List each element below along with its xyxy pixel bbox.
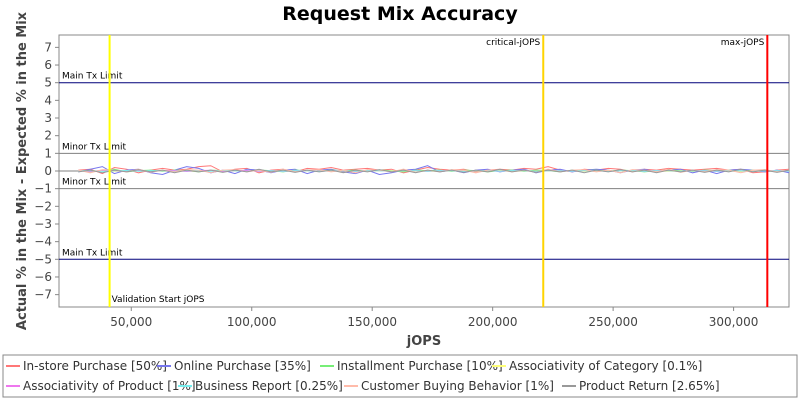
limit-line-label: Main Tx Limit: [62, 72, 123, 82]
y-tick-label: 1: [44, 146, 52, 160]
x-tick-label: 50,000: [110, 315, 152, 329]
legend-entry-label: Installment Purchase [10%]: [337, 359, 503, 373]
y-tick-label: −5: [34, 252, 52, 266]
y-tick-label: −4: [34, 235, 52, 249]
vertical-markers: Validation Start jOPS critical-jOPS max-jO…: [108, 35, 769, 307]
y-axis-label: Actual % in the Mix - Expected % in the …: [15, 11, 30, 330]
legend-entry-label: Online Purchase [35%]: [174, 359, 311, 373]
x-tick-label: 300,000: [709, 315, 759, 329]
limit-line-label: Minor Tx Limit: [62, 178, 127, 188]
legend-entry-label: Associativity of Product [1%]: [23, 379, 196, 393]
y-tick-label: 3: [44, 111, 52, 125]
y-tick-label: 7: [44, 40, 52, 54]
x-tick-label: 100,000: [227, 315, 277, 329]
y-axis-ticks: 7 6 5 4 3 2 1 0 −1 −2 −3 −4 −5 −6 −7: [34, 40, 59, 302]
y-tick-label: −1: [34, 182, 52, 196]
series-line: [78, 168, 790, 174]
legend: In-store Purchase [50%] Online Purchase […: [6, 359, 720, 393]
y-tick-label: −2: [34, 199, 52, 213]
x-tick-label: 250,000: [588, 315, 638, 329]
y-tick-label: −3: [34, 217, 52, 231]
y-tick-label: −7: [34, 288, 52, 302]
x-tick-label: 150,000: [347, 315, 397, 329]
limit-line-label: Main Tx Limit: [62, 248, 123, 258]
y-tick-label: 6: [44, 58, 52, 72]
legend-entry-label: Product Return [2.65%]: [579, 379, 720, 393]
legend-entry-label: Business Report [0.25%]: [195, 379, 343, 393]
x-tick-label: 200,000: [468, 315, 518, 329]
limit-line-label: Minor Tx Limit: [62, 142, 127, 152]
vertical-marker-label: critical-jOPS: [486, 38, 540, 48]
chart-title: Request Mix Accuracy: [282, 3, 518, 25]
legend-entry-label: In-store Purchase [50%]: [23, 359, 167, 373]
x-axis-ticks: 50,000 100,000 150,000 200,000 250,000 300,00…: [110, 307, 758, 329]
vertical-marker-label: max-jOPS: [721, 38, 765, 48]
y-tick-label: 0: [44, 164, 52, 178]
y-tick-label: 2: [44, 129, 52, 143]
x-axis-label: jOPS: [406, 334, 441, 349]
series-lines: [78, 165, 790, 176]
vertical-marker-label: Validation Start jOPS: [112, 295, 205, 305]
legend-box: [2, 354, 798, 398]
y-tick-label: 4: [44, 93, 52, 107]
legend-entry-label: Customer Buying Behavior [1%]: [361, 379, 554, 393]
legend-entry-label: Associativity of Category [0.1%]: [509, 359, 702, 373]
y-tick-label: 5: [44, 76, 52, 90]
y-tick-label: −6: [34, 270, 52, 284]
